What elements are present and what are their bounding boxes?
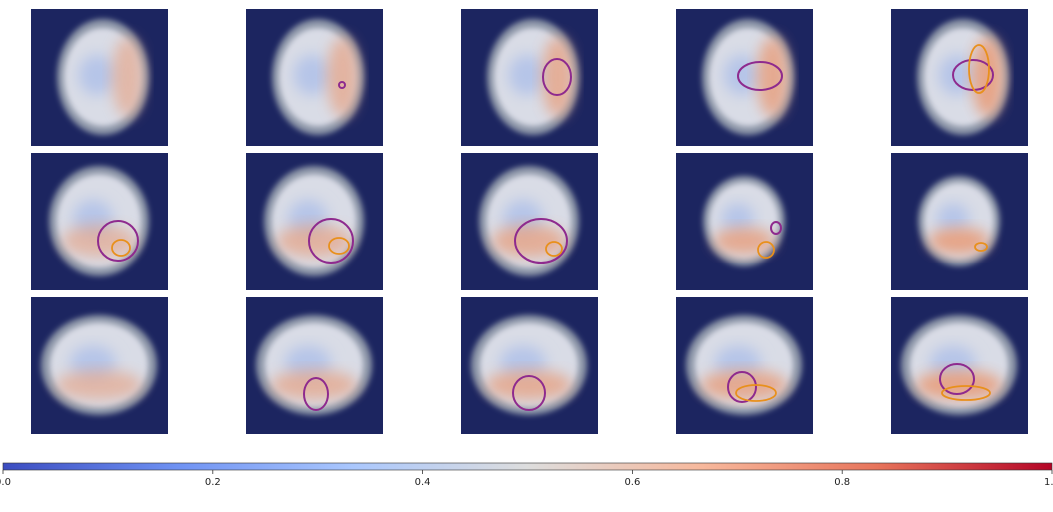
- brain-panel: [891, 153, 1028, 290]
- lesion-contour: [542, 58, 572, 96]
- lesion-contour: [308, 218, 354, 264]
- brain-core: [723, 54, 761, 96]
- brain-core: [293, 54, 331, 96]
- tick-label: 0.4: [415, 477, 431, 488]
- brain-core: [508, 54, 546, 96]
- brain-panel: [461, 153, 598, 290]
- brain-panel: [676, 9, 813, 146]
- brain-panel: [31, 297, 168, 434]
- brain-panel: [461, 297, 598, 434]
- heat-overlay: [700, 370, 788, 400]
- tick-label: 0.6: [624, 477, 640, 488]
- heat-overlay: [270, 370, 358, 400]
- lesion-contour: [737, 61, 783, 91]
- heat-overlay: [111, 36, 145, 118]
- brain-panels: [31, 9, 1028, 434]
- lesion-contour: [941, 385, 991, 401]
- lesion-contour: [303, 377, 329, 411]
- brain-core: [78, 54, 116, 96]
- heat-overlay: [55, 370, 143, 400]
- lesion-contour: [338, 81, 346, 89]
- heat-overlay: [485, 370, 573, 400]
- lesion-contour: [97, 220, 139, 262]
- brain-panel: [31, 153, 168, 290]
- tick-label: 0.8: [834, 477, 850, 488]
- brain-core: [721, 203, 755, 235]
- heat-overlay: [713, 227, 775, 255]
- lesion-contour: [770, 221, 782, 235]
- lesion-contour: [952, 59, 994, 91]
- heat-overlay: [541, 36, 575, 118]
- brain-panel: [246, 297, 383, 434]
- brain-panel: [891, 9, 1028, 146]
- brain-panel: [891, 297, 1028, 434]
- brain-core: [936, 203, 970, 235]
- heat-overlay: [491, 224, 567, 258]
- lesion-contour: [111, 239, 131, 257]
- brain-panel: [31, 9, 168, 146]
- lesion-contour: [939, 363, 975, 395]
- lesion-contour: [545, 241, 563, 257]
- brain-panel: [461, 9, 598, 146]
- heat-overlay: [326, 36, 360, 118]
- lesion-contour: [727, 371, 757, 403]
- lesion-contour: [974, 242, 988, 252]
- colorbar: 0.0 0.2 0.4 0.6 0.8 1.0: [0, 462, 1053, 488]
- lesion-contour: [328, 237, 350, 255]
- lesion-contour: [735, 384, 777, 402]
- lesion-contour: [514, 218, 568, 264]
- brain-core: [938, 54, 976, 96]
- heat-overlay: [756, 36, 790, 118]
- brain-panel: [676, 297, 813, 434]
- colorbar-gradient: [2, 462, 1053, 471]
- lesion-contour: [968, 44, 990, 94]
- brain-panel: [676, 153, 813, 290]
- tick-label: 0.2: [205, 477, 221, 488]
- brain-panel: [246, 153, 383, 290]
- heat-overlay: [276, 224, 352, 258]
- brain-panel: [246, 9, 383, 146]
- lesion-contour: [512, 375, 546, 411]
- tick-label: 1.0: [1044, 477, 1053, 488]
- lesion-contour: [757, 241, 775, 259]
- tick-label: 0.0: [0, 477, 11, 488]
- heat-overlay: [915, 370, 1003, 400]
